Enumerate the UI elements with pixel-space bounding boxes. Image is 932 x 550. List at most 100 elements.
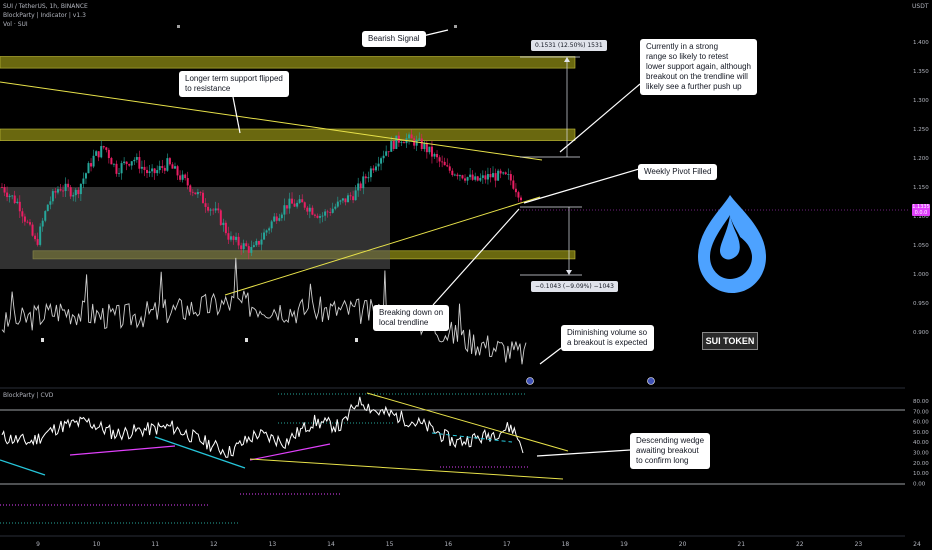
candle-body	[161, 166, 164, 168]
candle-body	[303, 202, 306, 208]
time-tick-label: 17	[503, 541, 511, 548]
candle-body	[62, 190, 65, 192]
candle-body	[385, 151, 388, 156]
callout-line: awaiting breakout	[636, 446, 699, 455]
candle-body	[166, 158, 169, 171]
callout-line: Descending wedge	[636, 436, 705, 445]
price-tick-label: 1.400	[913, 40, 929, 46]
time-tick-label: 19	[620, 541, 628, 548]
candle-body	[212, 209, 215, 211]
candle-body	[184, 174, 187, 179]
candle-body	[31, 224, 34, 236]
callout-line: range so likely to retest	[646, 52, 729, 61]
time-tick-label: 10	[93, 541, 101, 548]
price-tick-label: 1.150	[913, 185, 929, 191]
callout-diminishing-volume: Diminishing volume so a breakout is expe…	[561, 325, 654, 351]
time-tick-label: 24	[913, 541, 921, 548]
candle-body	[158, 166, 161, 171]
time-tick-label: 14	[327, 541, 335, 548]
cvd-tick-label: 40.00	[913, 440, 929, 446]
candle-body	[446, 165, 449, 167]
price-tick-label: 1.200	[913, 156, 929, 162]
measure-up-label: 0.1531 (12.50%) 1531	[531, 40, 607, 51]
candle-body	[201, 192, 204, 204]
signal-marker	[355, 338, 358, 342]
candle-body	[349, 195, 352, 197]
cvd-axis: 80.00 70.00 60.00 50.00 40.00 30.00 20.00 10.00…	[913, 399, 929, 487]
candle-body	[133, 159, 136, 162]
candle-body	[110, 158, 113, 165]
candle-body	[11, 195, 14, 197]
callout-line: breakout on the trendline will	[646, 72, 748, 81]
candle-body	[39, 226, 42, 245]
measure-down-arrowhead	[566, 270, 572, 275]
candle-body	[494, 173, 497, 181]
callout-line: Breaking down on	[379, 308, 444, 317]
volume-line	[1, 257, 527, 365]
cvd-trend-cyan-1	[0, 459, 46, 476]
candle-body	[186, 178, 189, 186]
candle-body	[380, 158, 383, 164]
callout-weekly-pivot: Weekly Pivot Filled	[638, 164, 718, 180]
price-tick-label: 1.250	[913, 127, 929, 133]
candle-body	[456, 174, 459, 177]
range-box	[0, 187, 390, 269]
candle-body	[308, 207, 311, 212]
candle-body	[321, 215, 324, 217]
candle-body	[520, 197, 522, 201]
candle-body	[298, 199, 301, 203]
candle-body	[402, 142, 405, 144]
candle-body	[471, 174, 474, 180]
candle-body	[237, 236, 240, 246]
signal-marker	[245, 338, 248, 342]
callout-breaking-down: Breaking down on local trendline	[373, 305, 450, 331]
signal-marker	[177, 25, 180, 28]
candle-body	[255, 241, 258, 246]
candle-body	[171, 164, 174, 169]
callout-line: Diminishing volume so	[567, 328, 648, 337]
candle-body	[476, 176, 479, 181]
support-zone	[0, 128, 576, 141]
cvd-trend-pink-1	[69, 445, 176, 456]
candle-body	[354, 190, 357, 201]
candle-body	[448, 166, 451, 171]
candle-body	[313, 214, 316, 216]
candle-body	[163, 167, 166, 171]
candle-body	[209, 209, 212, 211]
candle-body	[21, 211, 24, 217]
candle-body	[423, 143, 426, 150]
candle-body	[59, 189, 62, 191]
candle-body	[486, 174, 489, 180]
currency-label: USDT	[912, 3, 929, 10]
candle-body	[484, 175, 487, 180]
candle-body	[151, 168, 154, 172]
callout-bearish-signal: Bearish Signal	[362, 31, 426, 47]
cvd-tick-label: 50.00	[913, 430, 929, 436]
candle-body	[512, 180, 515, 189]
price-tick-label: 0.900	[913, 330, 929, 336]
leader-wedge	[536, 449, 631, 457]
candle-body	[196, 192, 199, 195]
callout-line: likely see a further push up	[646, 82, 742, 91]
cvd-tick-label: 0.00	[913, 481, 926, 487]
candle-body	[466, 177, 469, 181]
candle-body	[285, 205, 288, 209]
candle-body	[352, 196, 355, 201]
candle-body	[326, 211, 329, 213]
candles	[1, 129, 522, 260]
price-tick-label: 1.000	[913, 272, 929, 278]
candle-body	[260, 239, 263, 245]
candle-body	[3, 187, 6, 193]
candle-body	[425, 143, 428, 153]
candle-body	[130, 161, 133, 166]
price-tag-value: 1.1335	[912, 204, 930, 210]
candle-body	[369, 168, 372, 178]
candle-body	[415, 139, 418, 146]
candle-body	[77, 189, 80, 195]
callout-line: to resistance	[185, 84, 231, 93]
sui-token-label: SUI TOKEN	[702, 332, 758, 350]
candle-body	[359, 183, 362, 189]
candle-body	[219, 210, 222, 226]
candle-body	[499, 170, 502, 174]
